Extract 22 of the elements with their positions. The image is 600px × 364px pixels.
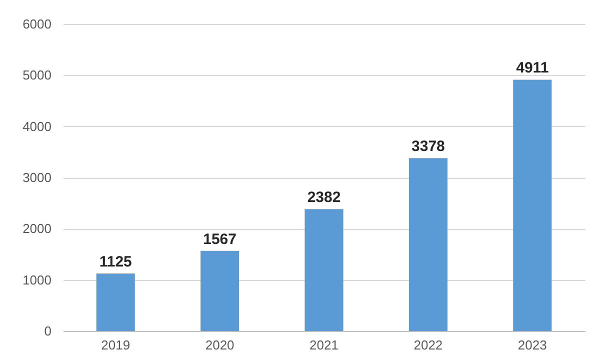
y-tick-label: 6000 [22,16,52,32]
y-tick-label: 5000 [22,68,52,83]
x-tick-label: 2022 [414,338,443,352]
x-tick-label: 2020 [205,338,234,352]
y-tick-label: 0 [44,324,52,338]
y-tick-label: 2000 [22,221,52,236]
bar [304,209,344,331]
data-label: 2382 [307,189,341,206]
bar [96,273,135,331]
x-tick-label: 2019 [101,338,130,352]
x-tick-label: 2023 [518,338,547,352]
x-tick-label: 2021 [310,338,338,352]
bar [408,158,448,331]
data-label: 3378 [412,138,445,156]
y-tick-label: 1000 [22,272,52,288]
data-label: 1125 [99,253,132,270]
data-label: 4911 [516,60,549,77]
bar [513,80,552,331]
y-tick-label: 3000 [22,170,52,185]
y-tick-label: 4000 [22,118,52,134]
data-label: 1567 [203,230,236,248]
bar [200,250,240,331]
